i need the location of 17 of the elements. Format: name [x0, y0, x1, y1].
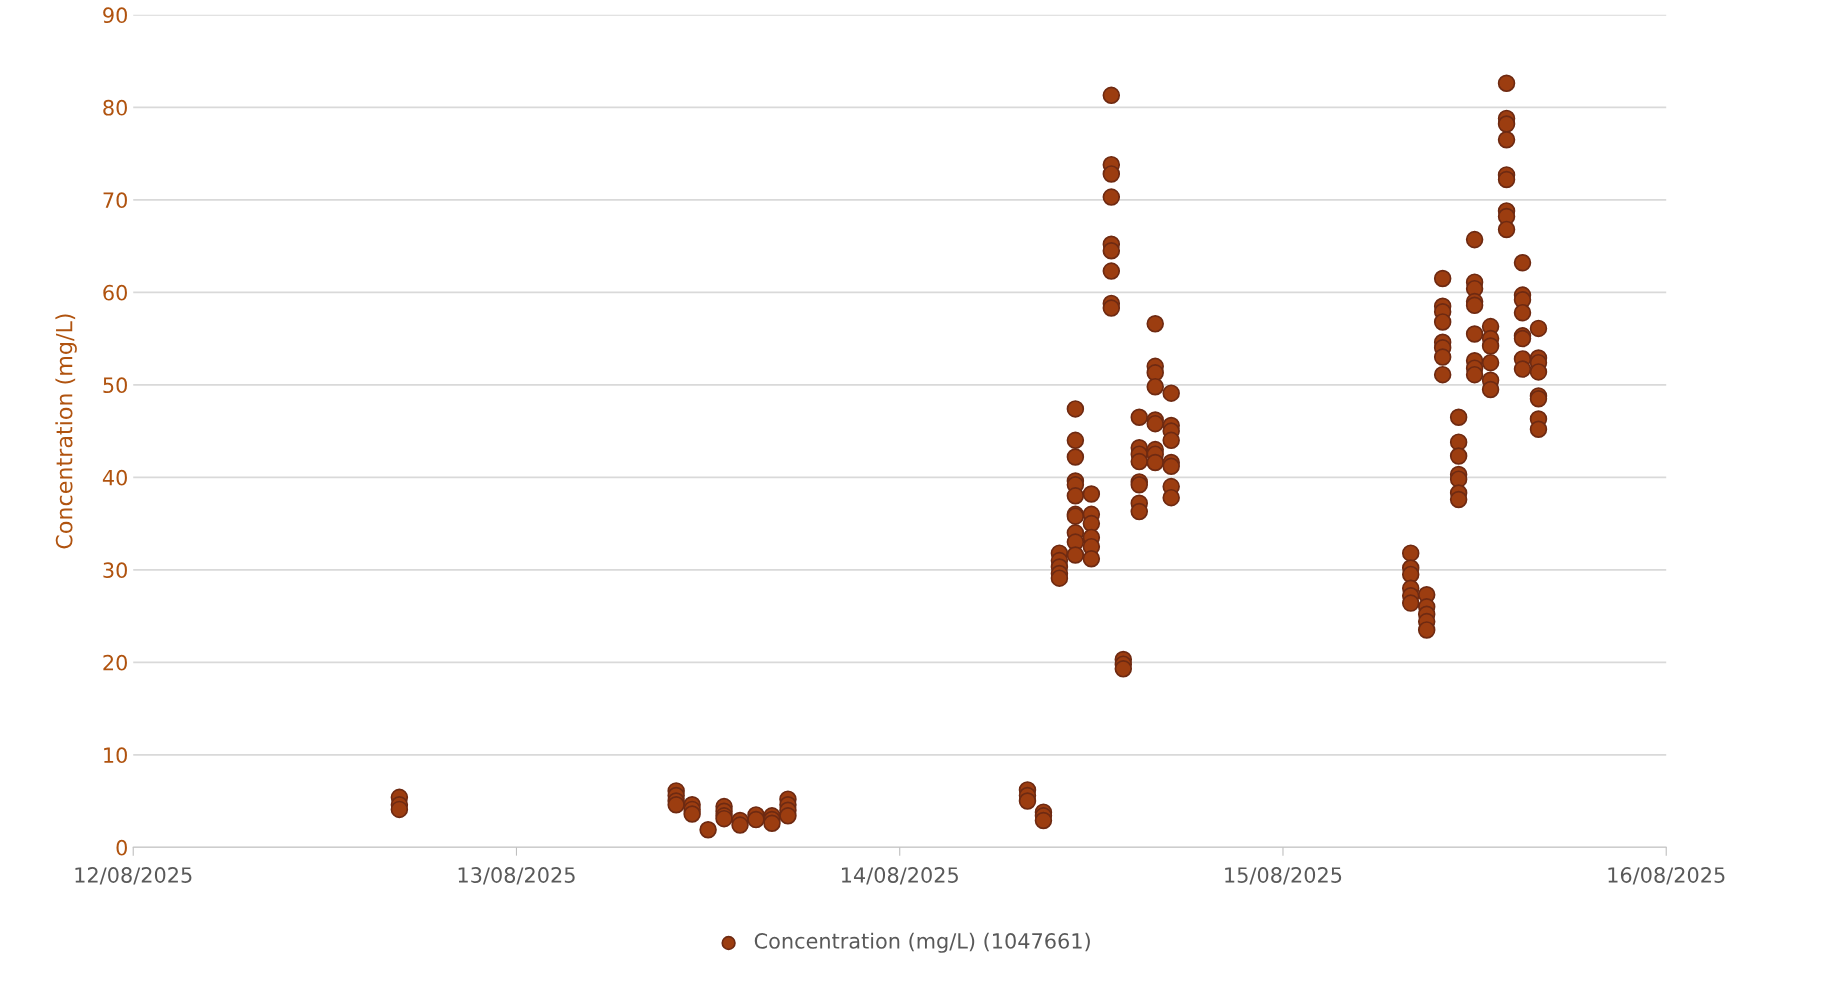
x-tick-label: 12/08/2025	[75, 867, 192, 885]
y-tick-label: 90	[103, 7, 127, 24]
legend-label: Concentration (mg/L) (1047661)	[754, 932, 1090, 953]
x-tick-label: 15/08/2025	[1225, 867, 1342, 885]
y-tick-label: 70	[103, 192, 127, 209]
y-tick-label: 50	[103, 377, 127, 394]
x-tick-label: 13/08/2025	[458, 867, 575, 885]
y-tick-label: 10	[104, 747, 127, 764]
x-tick-label: 16/08/2025	[1608, 867, 1725, 885]
y-tick-label: 0	[116, 839, 127, 856]
y-tick-label: 30	[103, 562, 127, 579]
y-tick-label: 20	[103, 654, 127, 671]
y-tick-label: 40	[102, 469, 127, 486]
y-tick-label: 60	[103, 284, 127, 301]
x-tick-label: 14/08/2025	[841, 867, 958, 885]
y-tick-label: 80	[103, 99, 127, 116]
y-axis-title: Concentration (mg/L)	[55, 314, 77, 549]
